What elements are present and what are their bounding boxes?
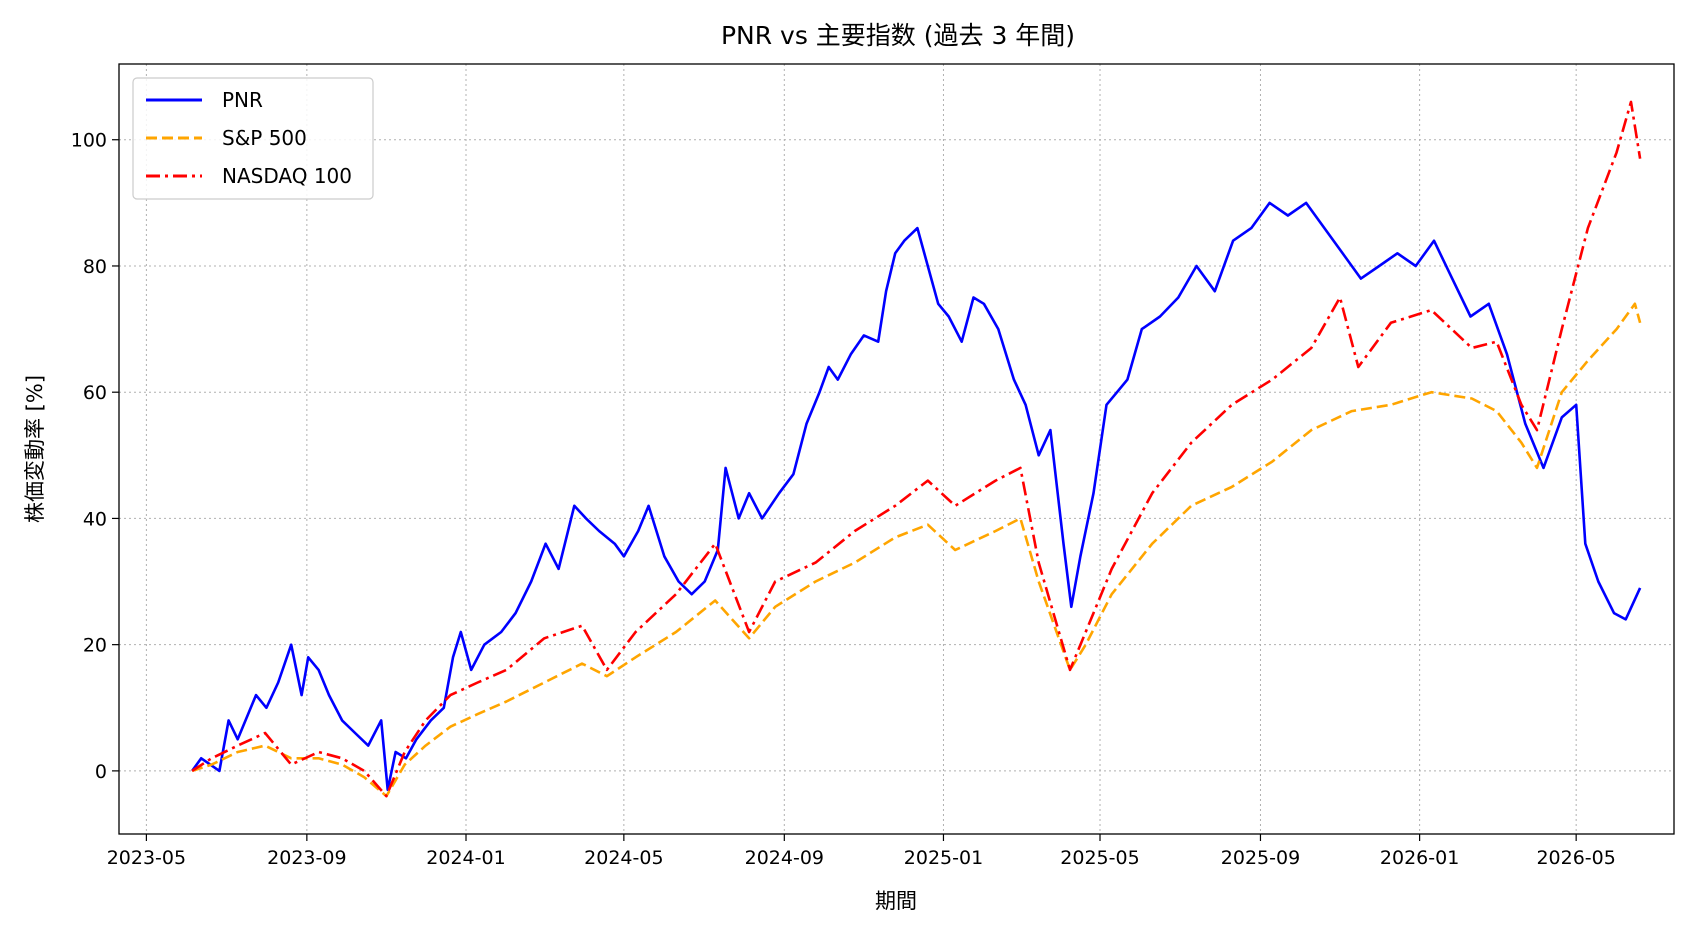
x-tick-label-2026-01: 2026-01 — [1380, 847, 1459, 869]
legend-box — [132, 77, 374, 200]
x-tick-label-2026-05: 2026-05 — [1536, 847, 1615, 869]
chart-title: PNR vs 主要指数 (過去 3 年間) — [721, 21, 1075, 50]
series-line-pnr — [191, 201, 1642, 792]
legend-label-sp500: S&P 500 — [222, 126, 307, 150]
series-layer — [191, 100, 1642, 798]
x-tick-label-2024-01: 2024-01 — [426, 847, 505, 869]
series-line-nasdaq100 — [191, 100, 1642, 798]
x-tick-label-2025-01: 2025-01 — [904, 847, 983, 869]
y-tick-label-80: 80 — [83, 256, 107, 278]
x-tick-label-2025-09: 2025-09 — [1221, 847, 1300, 869]
legend-label-nasdaq100: NASDAQ 100 — [222, 164, 352, 188]
legend-label-pnr: PNR — [222, 88, 263, 112]
y-tick-label-60: 60 — [83, 382, 107, 404]
x-tick-label-2023-05: 2023-05 — [107, 847, 186, 869]
x-axis-label: 期間 — [875, 889, 917, 913]
x-tick-label-2024-09: 2024-09 — [745, 847, 824, 869]
x-tick-label-2023-09: 2023-09 — [267, 847, 346, 869]
x-tick-label-2025-05: 2025-05 — [1060, 847, 1139, 869]
x-axis-ticks: 2023-05 2023-09 2024-01 2024-05 2024-09 2025-… — [107, 834, 1616, 869]
y-tick-label-100: 100 — [71, 130, 107, 152]
y-axis-ticks: 0 20 40 60 80 100 — [71, 130, 119, 783]
y-tick-label-0: 0 — [95, 761, 107, 783]
legend: PNR S&P 500 NASDAQ 100 — [132, 77, 374, 200]
x-tick-label-2024-05: 2024-05 — [584, 847, 663, 869]
y-axis-label: 株価変動率 [%] — [23, 375, 47, 523]
series-line-sp500 — [191, 302, 1642, 798]
y-tick-label-20: 20 — [83, 635, 107, 657]
y-tick-label-40: 40 — [83, 508, 107, 530]
plot-frame — [118, 63, 1675, 835]
